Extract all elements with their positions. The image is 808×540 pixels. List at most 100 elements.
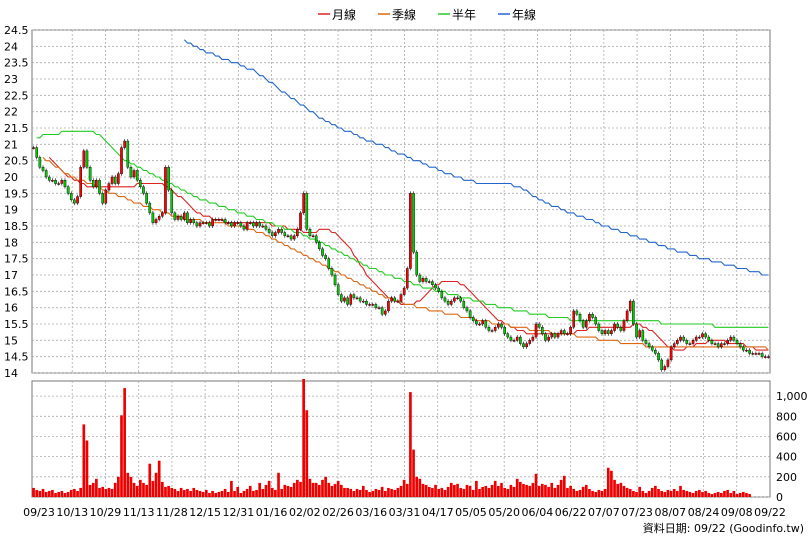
- candle-body: [358, 297, 362, 302]
- date-tick-label: 05/05: [455, 506, 487, 519]
- candle-body: [559, 330, 563, 334]
- candle-body: [308, 229, 312, 236]
- volume-bar: [735, 493, 739, 497]
- volume-bar: [286, 485, 290, 497]
- candle-body: [767, 356, 770, 358]
- volume-bar: [201, 491, 205, 497]
- candle-body: [132, 170, 136, 178]
- candle-body: [650, 346, 654, 351]
- volume-bar: [647, 490, 651, 497]
- candle-body: [346, 297, 349, 305]
- candle-body: [289, 235, 293, 240]
- volume-bar: [553, 487, 557, 497]
- volume-bar: [182, 489, 186, 497]
- candle-body: [38, 157, 42, 168]
- volume-plot-area: [31, 380, 771, 498]
- candle-body: [613, 323, 616, 331]
- volume-bar: [173, 488, 177, 497]
- candle-body: [336, 284, 340, 295]
- volume-bar: [456, 483, 459, 497]
- volume-bar: [547, 486, 550, 497]
- volume-bar: [581, 486, 585, 497]
- volume-bar: [233, 490, 236, 497]
- candle-body: [528, 340, 532, 344]
- volume-bar: [189, 490, 192, 497]
- candle-body: [399, 294, 403, 302]
- volume-bar: [613, 479, 616, 497]
- candle-body: [456, 297, 459, 300]
- volume-bar: [145, 484, 148, 497]
- candle-body: [694, 336, 698, 341]
- volume-bar: [267, 480, 271, 497]
- volume-bar: [654, 485, 657, 497]
- volume-bar: [242, 490, 246, 497]
- volume-bar: [274, 489, 277, 497]
- candle-body: [541, 327, 544, 334]
- volume-bar: [723, 490, 726, 497]
- volume-bar: [390, 488, 393, 497]
- candle-body: [757, 353, 761, 355]
- volume-bar: [465, 484, 469, 497]
- volume-bar: [157, 460, 161, 497]
- volume-bar: [569, 485, 572, 497]
- candle-body: [305, 193, 309, 230]
- volume-bar: [484, 485, 488, 497]
- candle-body: [421, 278, 425, 282]
- candle-body: [211, 219, 214, 227]
- candle-body: [340, 294, 343, 302]
- price-tick-label: 20: [4, 171, 18, 184]
- volume-bar: [226, 491, 230, 497]
- volume-bar: [302, 378, 305, 497]
- candle-body: [157, 215, 161, 220]
- volume-bar: [314, 482, 318, 497]
- volume-bar: [415, 476, 419, 497]
- date-tick-label: 08/07: [654, 506, 686, 519]
- volume-bar: [220, 490, 224, 497]
- volume-bar: [685, 490, 689, 497]
- candle-body: [208, 222, 211, 227]
- moving-average-lines: [36, 39, 769, 351]
- volume-bar: [330, 485, 334, 497]
- candle-body: [101, 193, 104, 204]
- candle-body: [142, 186, 145, 194]
- candle-body: [632, 300, 635, 325]
- price-tick-label: 15.5: [4, 318, 29, 331]
- candle-body: [569, 327, 572, 334]
- volume-bar: [236, 486, 240, 497]
- volume-bar: [292, 482, 296, 497]
- candle-body: [164, 166, 167, 214]
- volume-bar: [409, 392, 412, 497]
- candle-body: [154, 219, 158, 223]
- candle-body: [311, 235, 315, 238]
- volume-bar: [51, 489, 54, 497]
- candle-body: [462, 300, 466, 308]
- candle-body: [682, 336, 685, 341]
- volume-bar: [471, 489, 475, 497]
- price-tick-label: 16.5: [4, 285, 29, 298]
- candle-body: [387, 300, 390, 312]
- volume-bar: [277, 472, 280, 497]
- volume-bar: [707, 492, 711, 497]
- candle-body: [475, 320, 478, 325]
- candle-body: [732, 336, 736, 341]
- volume-bar: [540, 483, 544, 497]
- candle-body: [465, 307, 469, 312]
- volume-bar: [280, 488, 283, 497]
- candle-body: [641, 330, 645, 341]
- volume-bar: [672, 488, 676, 497]
- candle-body: [35, 147, 39, 158]
- volume-bar: [361, 485, 365, 497]
- volume-bar: [333, 483, 337, 497]
- volume-bar: [299, 481, 302, 497]
- candle-body: [760, 353, 764, 357]
- volume-bar: [91, 482, 95, 497]
- candle-body: [365, 300, 368, 305]
- volume-bar: [248, 485, 252, 497]
- volume-bar: [606, 467, 610, 497]
- candle-body: [471, 317, 475, 321]
- volume-bar: [468, 485, 472, 497]
- candle-body: [584, 320, 588, 328]
- volume-tick-label: 600: [776, 430, 797, 443]
- volume-bar: [562, 475, 566, 497]
- volume-bar: [195, 489, 199, 497]
